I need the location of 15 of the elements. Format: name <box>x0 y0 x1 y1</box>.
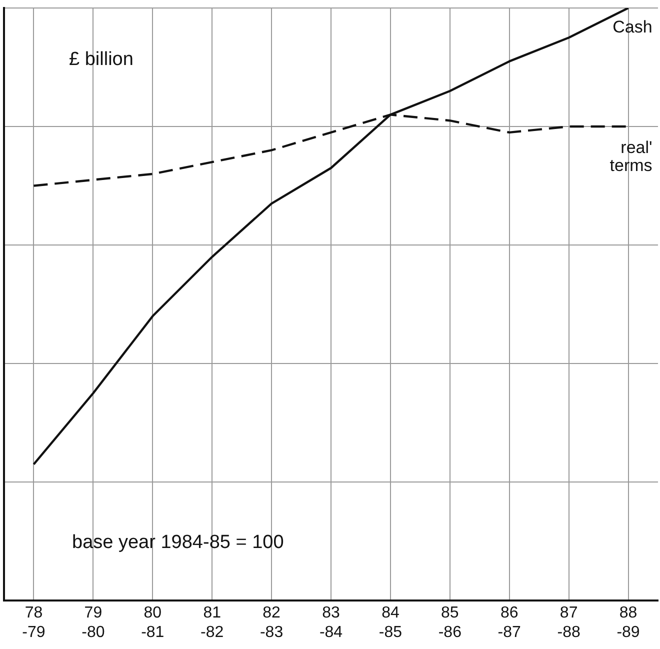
x-tick-label: 88-89 <box>616 604 640 641</box>
x-tick-label: 87-88 <box>557 604 580 641</box>
x-tick-label: 82-83 <box>260 604 284 641</box>
x-tick-label: 84-85 <box>378 604 402 641</box>
x-tick-label: 81-82 <box>200 604 224 641</box>
annotation: base year 1984-85 = 100 <box>72 532 284 553</box>
x-tick-label: 86-87 <box>498 604 522 641</box>
annotation: £ billion <box>69 49 134 70</box>
x-tick-label: 79-80 <box>82 604 105 641</box>
x-tick-label: 78-79 <box>22 604 46 641</box>
series-label: Cash <box>612 18 652 37</box>
x-tick-label: 80-81 <box>141 604 164 641</box>
series-label: real' terms <box>610 138 652 176</box>
x-tick-label: 83-84 <box>319 604 343 641</box>
x-tick-label: 85-86 <box>438 604 462 641</box>
